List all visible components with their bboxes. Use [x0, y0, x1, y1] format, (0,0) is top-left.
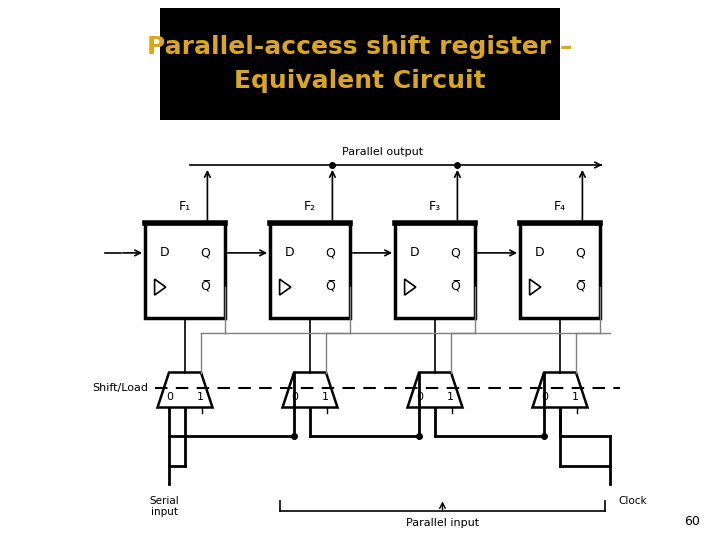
Bar: [270, 222, 350, 318]
Text: Q: Q: [325, 246, 335, 259]
Bar: [160, 8, 560, 120]
Polygon shape: [530, 279, 541, 295]
Text: 1: 1: [197, 393, 204, 402]
Bar: [145, 222, 225, 318]
Text: Parallel-access shift register –
Equivalent Circuit: Parallel-access shift register – Equival…: [148, 35, 572, 93]
Text: 0: 0: [166, 393, 173, 402]
Text: D: D: [410, 246, 420, 259]
Text: Q̅: Q̅: [450, 281, 460, 294]
Text: 1: 1: [572, 393, 579, 402]
Text: F₃: F₃: [429, 199, 441, 213]
Text: Q̅: Q̅: [325, 281, 335, 294]
Text: Parallel input: Parallel input: [406, 518, 479, 529]
Text: Q: Q: [200, 246, 210, 259]
Text: Q: Q: [575, 246, 585, 259]
Text: 0: 0: [416, 393, 423, 402]
Text: D: D: [285, 246, 294, 259]
Polygon shape: [405, 279, 416, 295]
Text: Parallel output: Parallel output: [342, 147, 423, 157]
Text: 1: 1: [447, 393, 454, 402]
Text: Q̅: Q̅: [200, 281, 210, 294]
Text: Serial
input: Serial input: [149, 496, 179, 517]
Text: 0: 0: [291, 393, 298, 402]
Text: D: D: [160, 246, 170, 259]
Text: F₂: F₂: [304, 199, 316, 213]
Text: Q̅: Q̅: [575, 281, 585, 294]
Text: 60: 60: [684, 515, 700, 528]
Polygon shape: [282, 373, 338, 408]
Polygon shape: [533, 373, 588, 408]
Text: F₁: F₁: [179, 199, 191, 213]
Text: 0: 0: [541, 393, 548, 402]
Text: Clock: Clock: [618, 496, 647, 505]
Polygon shape: [279, 279, 291, 295]
Polygon shape: [155, 279, 166, 295]
Text: F₄: F₄: [554, 199, 566, 213]
Text: Shift/Load: Shift/Load: [92, 383, 148, 393]
Bar: [395, 222, 475, 318]
Polygon shape: [158, 373, 212, 408]
Polygon shape: [408, 373, 462, 408]
Text: D: D: [535, 246, 545, 259]
Text: 1: 1: [322, 393, 329, 402]
Text: Q: Q: [450, 246, 460, 259]
Bar: [520, 222, 600, 318]
